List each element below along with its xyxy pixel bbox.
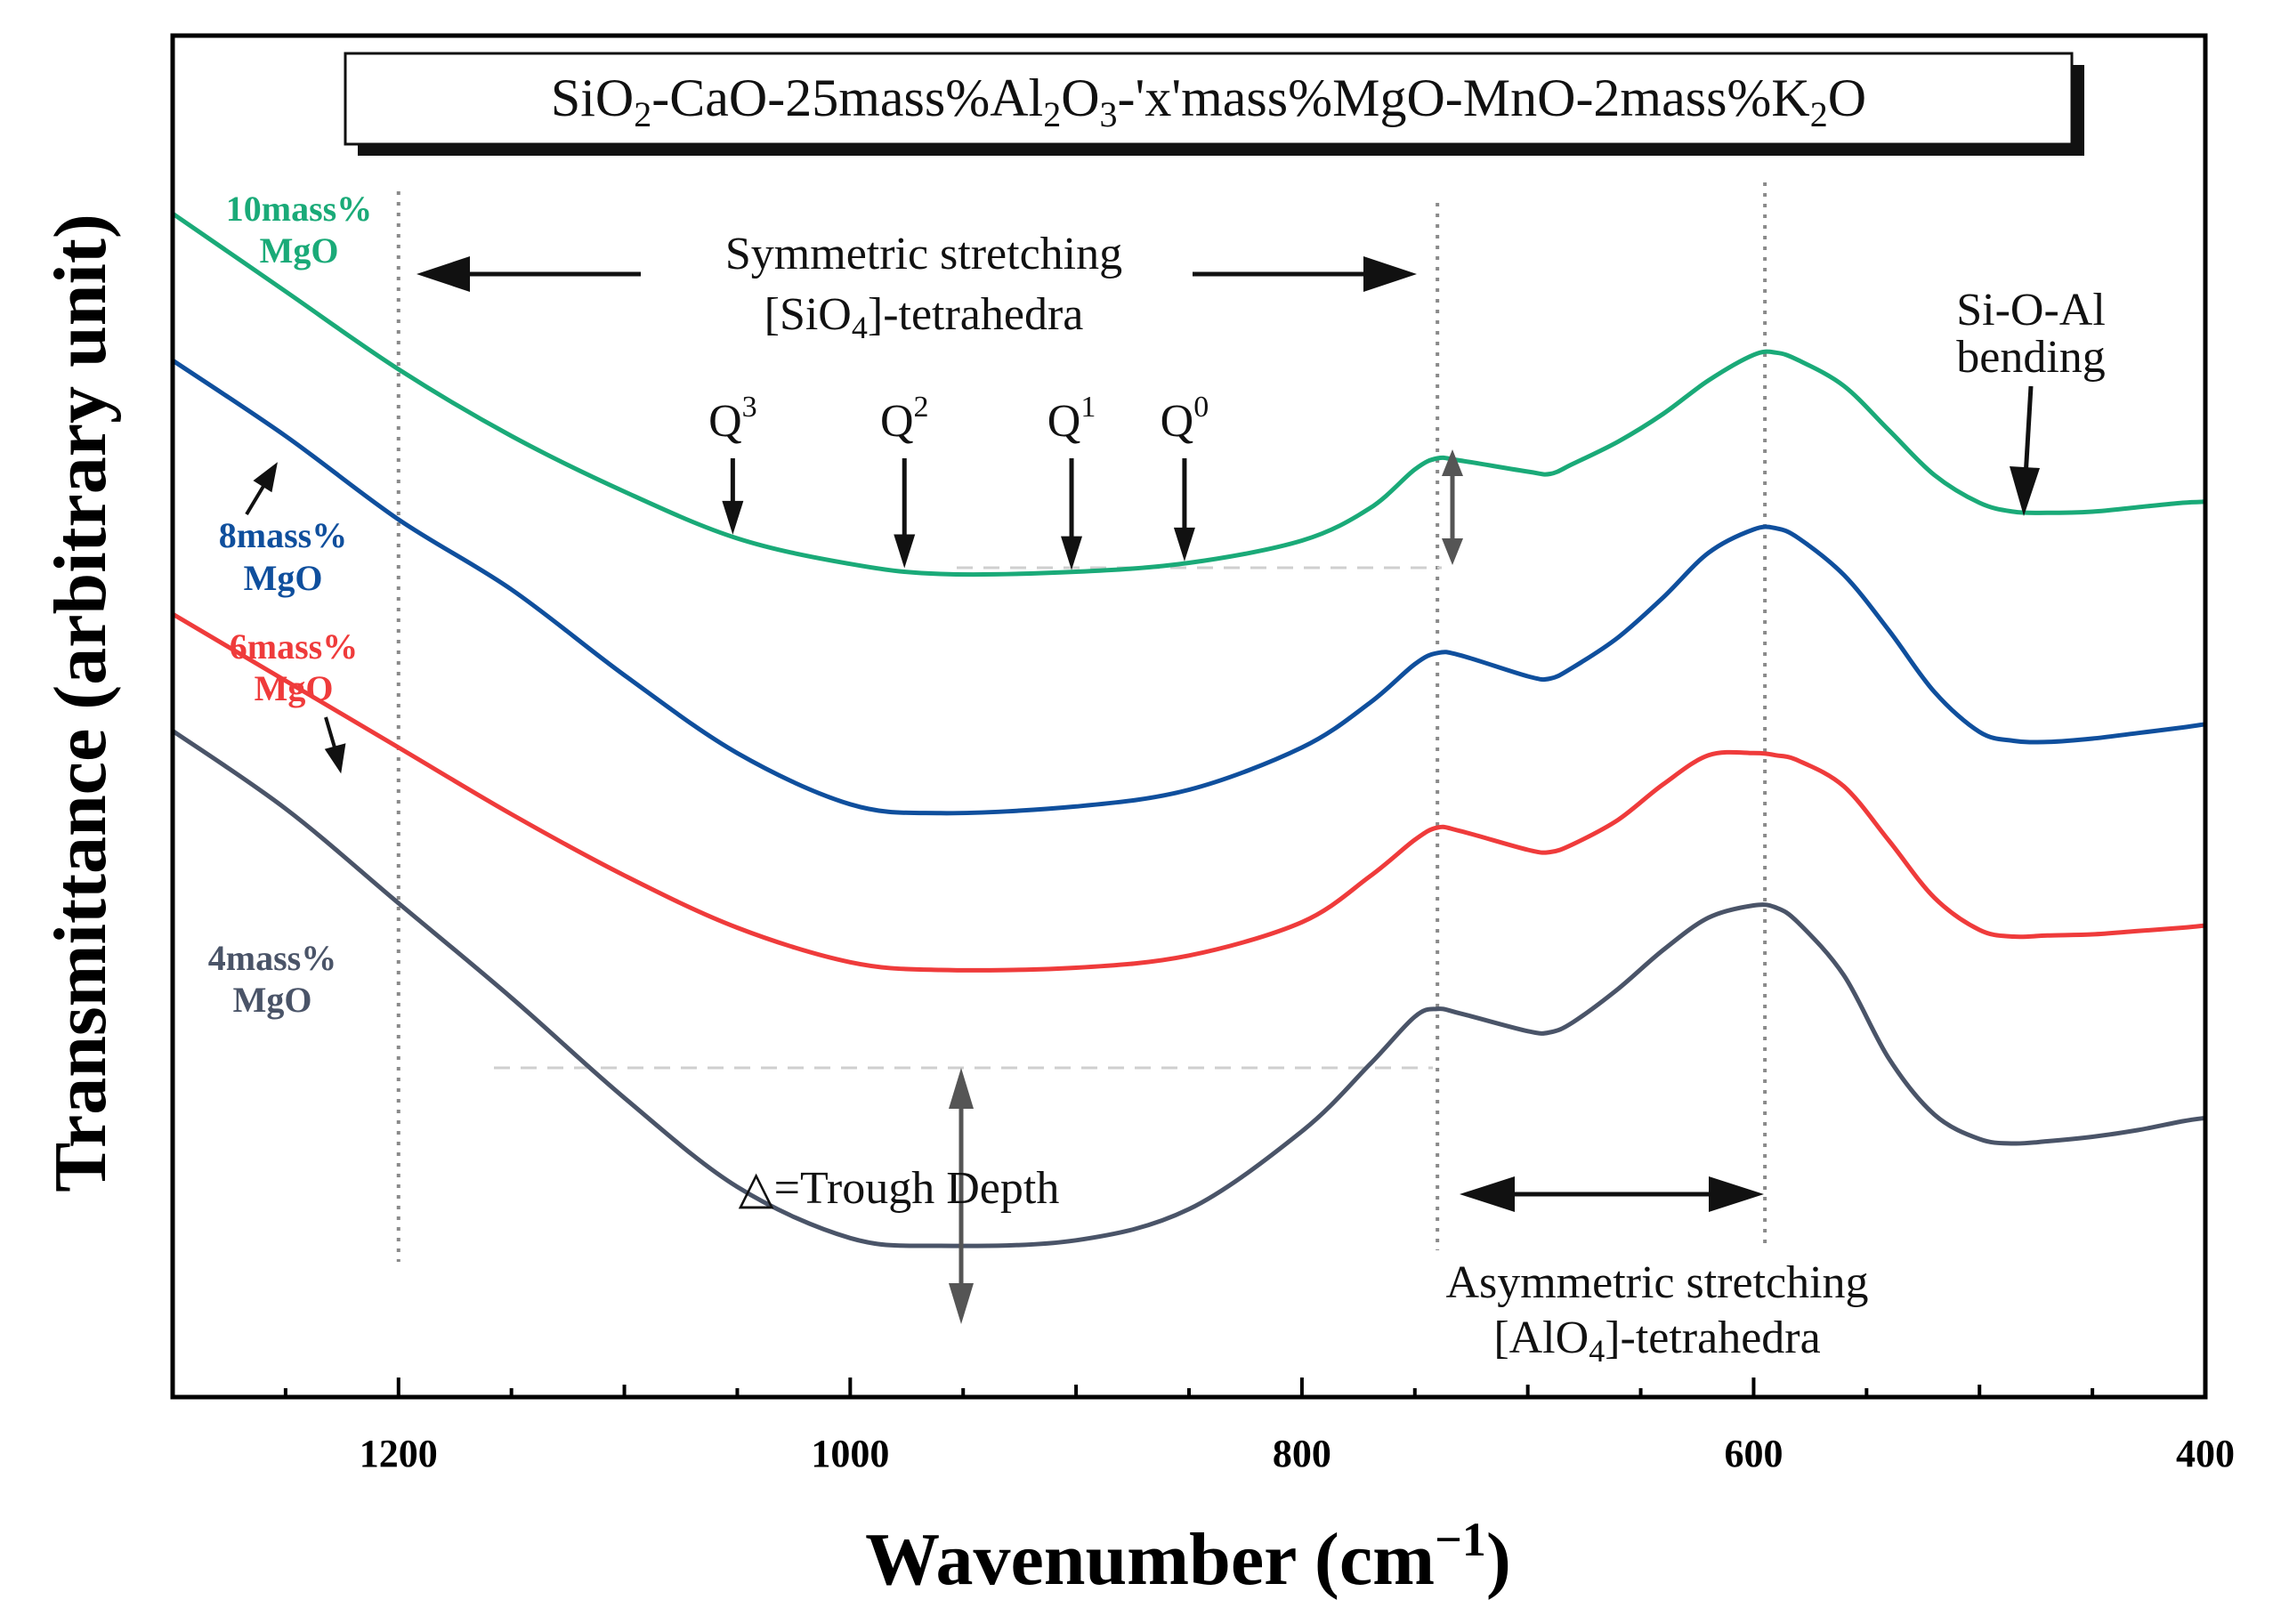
- asymmetric-arrowhead-left: [1460, 1176, 1515, 1212]
- pointer-arrow-6-mgo: [324, 716, 336, 748]
- shoulder-arrowhead-bottom: [1442, 538, 1463, 565]
- pointer-arrowhead-8-mgo: [253, 462, 278, 493]
- symmetric-arrowhead-right: [1363, 256, 1417, 292]
- x-axis-ticks: 1200 1000 800 600 400: [283, 1378, 2235, 1475]
- symmetric-stretching-annotation: Symmetric stretching [SiO4]-tetrahedra: [417, 229, 1417, 345]
- x-tick-label-1000: 1000: [811, 1432, 889, 1475]
- chart-title: SiO2-CaO-25mass%Al2O3-'x'mass%MgO-MnO-2m…: [551, 69, 1866, 134]
- series-line-6mass-mgo: [171, 611, 2206, 973]
- series-line-8mass-mgo: [171, 358, 2206, 816]
- trough-depth-arrowhead-top: [949, 1068, 974, 1109]
- series-line-4mass-mgo: [171, 729, 2206, 1248]
- asymmetric-label-line2: [AlO4]-tetrahedra: [1493, 1313, 1820, 1369]
- asymmetric-arrowhead-right: [1709, 1176, 1764, 1212]
- q-species-labels: Q3 Q2 Q1 Q0: [708, 391, 1209, 570]
- x-tick-label-600: 600: [1724, 1432, 1783, 1475]
- symmetric-arrowhead-left: [417, 256, 470, 292]
- series-layer: [171, 211, 2206, 1248]
- series-label-8-mgo-line1: 8mass%: [219, 515, 347, 555]
- bending-arrowhead: [2010, 466, 2040, 516]
- shoulder-height-arrow: [1442, 449, 1463, 565]
- q-label-0: Q0: [1161, 391, 1209, 447]
- pointer-arrow-8-mgo: [245, 481, 267, 516]
- x-tick-label-1200: 1200: [360, 1432, 438, 1475]
- series-label-6-mgo-line1: 6mass%: [230, 626, 358, 667]
- x-axis-title: Wavenumber (cm−1): [865, 1513, 1511, 1601]
- q-label-2: Q2: [880, 391, 929, 447]
- q-label-1: Q1: [1047, 391, 1096, 447]
- bending-label-line2: bending: [1956, 332, 2106, 383]
- y-axis-title: Transmittance (arbitrary unit): [39, 214, 122, 1192]
- trough-guide-lines: [494, 566, 1442, 1070]
- asymmetric-stretching-annotation: Asymmetric stretching [AlO4]-tetrahedra: [1445, 1176, 1869, 1369]
- series-label-10-mgo-line1: 10mass%: [226, 189, 372, 229]
- asymmetric-label-line1: Asymmetric stretching: [1445, 1257, 1868, 1308]
- label-pointer-arrows: [245, 462, 346, 774]
- pointer-arrowhead-6-mgo: [324, 743, 346, 774]
- series-label-4-mgo-line2: MgO: [233, 980, 312, 1020]
- trough-depth-annotation: △=Trough Depth: [739, 1068, 1060, 1324]
- bending-arrow: [2023, 385, 2034, 478]
- trough-depth-label: △=Trough Depth: [739, 1163, 1060, 1214]
- title-box: SiO2-CaO-25mass%Al2O3-'x'mass%MgO-MnO-2m…: [344, 52, 2084, 156]
- q-arrowhead-1: [1061, 536, 1083, 570]
- x-tick-label-800: 800: [1273, 1432, 1331, 1475]
- bending-annotation: Si-O-Al bending: [1956, 285, 2106, 516]
- q-arrowhead-2: [894, 534, 916, 569]
- series-label-6-mgo-line2: MgO: [255, 668, 334, 708]
- q-label-3: Q3: [708, 391, 757, 447]
- bending-label-line1: Si-O-Al: [1956, 285, 2106, 335]
- legend-labels: 10mass% MgO 8mass% MgO 6mass% MgO 4mass%…: [208, 189, 372, 1020]
- q-arrowhead-0: [1173, 527, 1195, 562]
- trough-depth-arrowhead-bottom: [949, 1283, 974, 1324]
- x-tick-label-400: 400: [2176, 1432, 2235, 1475]
- series-label-10-mgo-line2: MgO: [260, 230, 339, 271]
- series-line-10mass-mgo: [171, 211, 2206, 578]
- symmetric-label-line2: [SiO4]-tetrahedra: [764, 289, 1084, 345]
- series-label-8-mgo-line2: MgO: [244, 558, 323, 598]
- plot-frame: [170, 33, 2208, 1400]
- q-arrowhead-3: [722, 500, 744, 535]
- reference-lines: [396, 182, 1767, 1262]
- title-frame: [344, 52, 2074, 146]
- symmetric-label-line1: Symmetric stretching: [725, 229, 1122, 279]
- series-label-4-mgo-line1: 4mass%: [208, 938, 336, 978]
- shoulder-arrowhead-top: [1442, 449, 1463, 476]
